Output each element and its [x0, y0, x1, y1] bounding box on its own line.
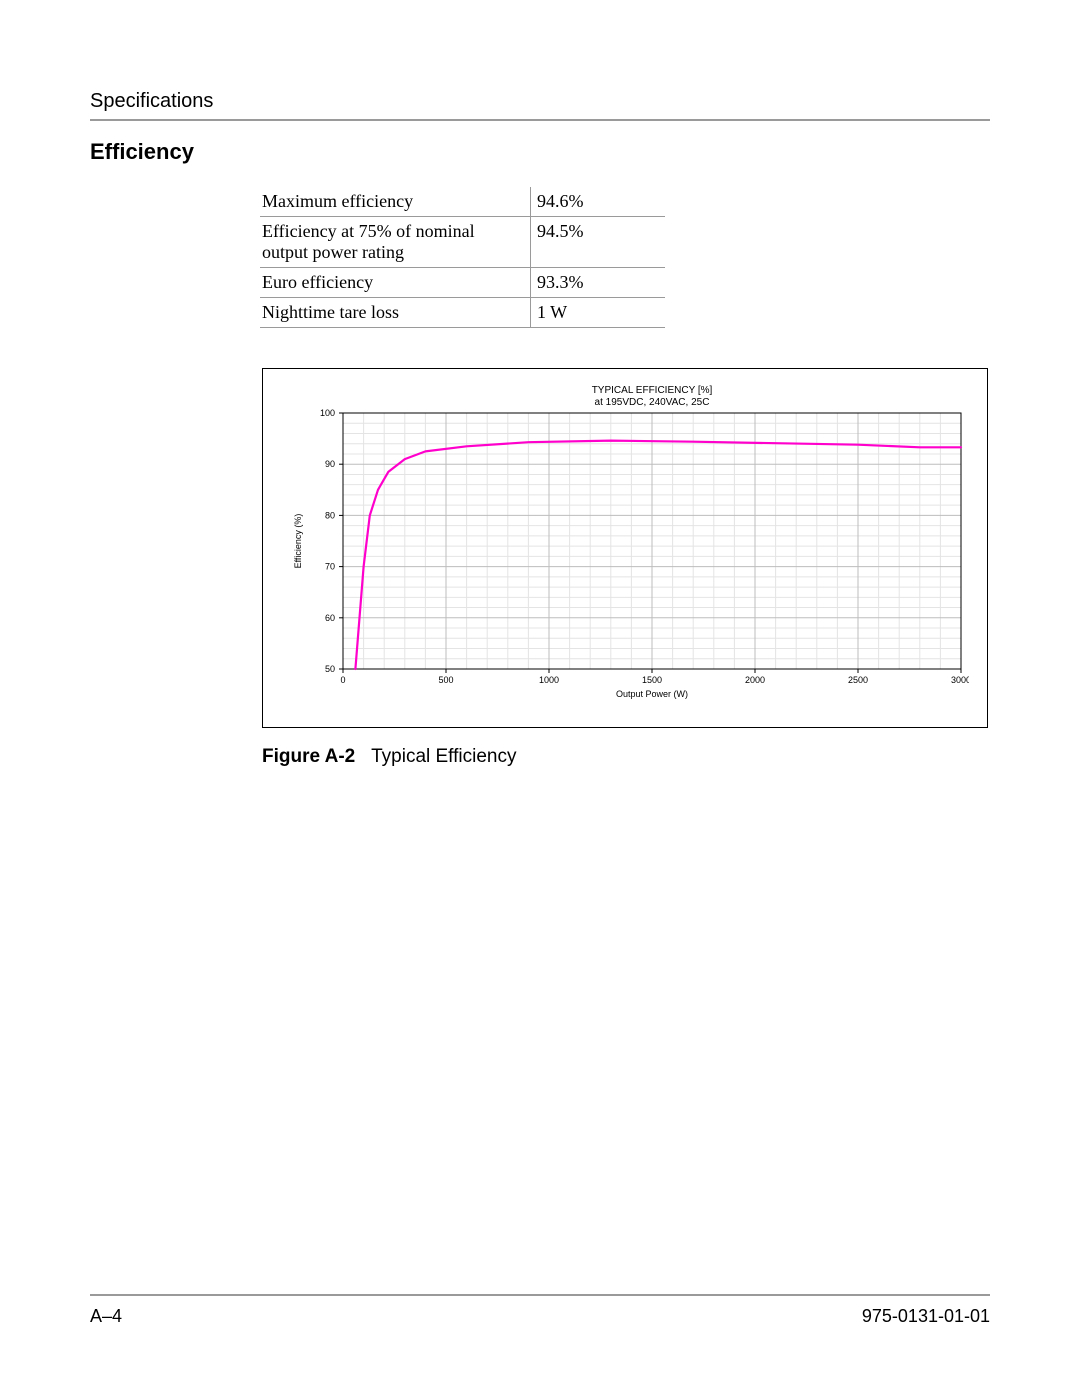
figure-caption-text [361, 746, 372, 767]
table-row: Maximum efficiency94.6% [260, 187, 665, 217]
spec-label: Nighttime tare loss [260, 298, 531, 328]
svg-text:at 195VDC, 240VAC, 25C: at 195VDC, 240VAC, 25C [595, 397, 710, 408]
figure-caption: Figure A-2 Typical Efficiency [262, 746, 990, 768]
spec-value: 93.3% [531, 268, 666, 298]
breadcrumb: Specifications [90, 90, 990, 113]
svg-text:50: 50 [325, 664, 335, 674]
svg-text:3000: 3000 [951, 675, 969, 685]
page: Specifications Efficiency Maximum effici… [0, 0, 1080, 1397]
svg-text:Output Power (W): Output Power (W) [616, 689, 688, 699]
table-row: Efficiency at 75% of nominal output powe… [260, 217, 665, 268]
spec-value: 94.6% [531, 187, 666, 217]
spec-table: Maximum efficiency94.6%Efficiency at 75%… [260, 187, 665, 328]
svg-text:2000: 2000 [745, 675, 765, 685]
svg-text:500: 500 [438, 675, 453, 685]
doc-number: 975-0131-01-01 [862, 1306, 990, 1327]
spec-value: 94.5% [531, 217, 666, 268]
svg-text:1000: 1000 [539, 675, 559, 685]
table-row: Euro efficiency93.3% [260, 268, 665, 298]
svg-text:70: 70 [325, 562, 335, 572]
svg-text:TYPICAL EFFICIENCY [%]: TYPICAL EFFICIENCY [%] [592, 385, 713, 396]
table-row: Nighttime tare loss1 W [260, 298, 665, 328]
spec-label: Euro efficiency [260, 268, 531, 298]
spec-value: 1 W [531, 298, 666, 328]
figure-caption-text: Typical Efficiency [371, 746, 516, 767]
svg-text:60: 60 [325, 613, 335, 623]
rule-top [90, 119, 990, 121]
svg-text:0: 0 [340, 675, 345, 685]
svg-text:1500: 1500 [642, 675, 662, 685]
spec-label: Efficiency at 75% of nominal output powe… [260, 217, 531, 268]
chart-svg: 0 500 1000 1500 2000 2500 3000 50 60 70 80 90 100 TYP… [281, 379, 969, 709]
efficiency-chart: 0 500 1000 1500 2000 2500 3000 50 60 70 80 90 100 TYP… [262, 368, 988, 728]
figure-number: Figure A-2 [262, 746, 355, 767]
svg-text:80: 80 [325, 510, 335, 520]
svg-text:2500: 2500 [848, 675, 868, 685]
page-number: A–4 [90, 1306, 122, 1327]
rule-bottom [90, 1294, 990, 1296]
spec-label: Maximum efficiency [260, 187, 531, 217]
section-title: Efficiency [90, 139, 990, 165]
page-footer: A–4 975-0131-01-01 [90, 1294, 990, 1327]
svg-text:Efficiency (%): Efficiency (%) [293, 514, 303, 569]
svg-text:100: 100 [320, 408, 335, 418]
svg-text:90: 90 [325, 459, 335, 469]
